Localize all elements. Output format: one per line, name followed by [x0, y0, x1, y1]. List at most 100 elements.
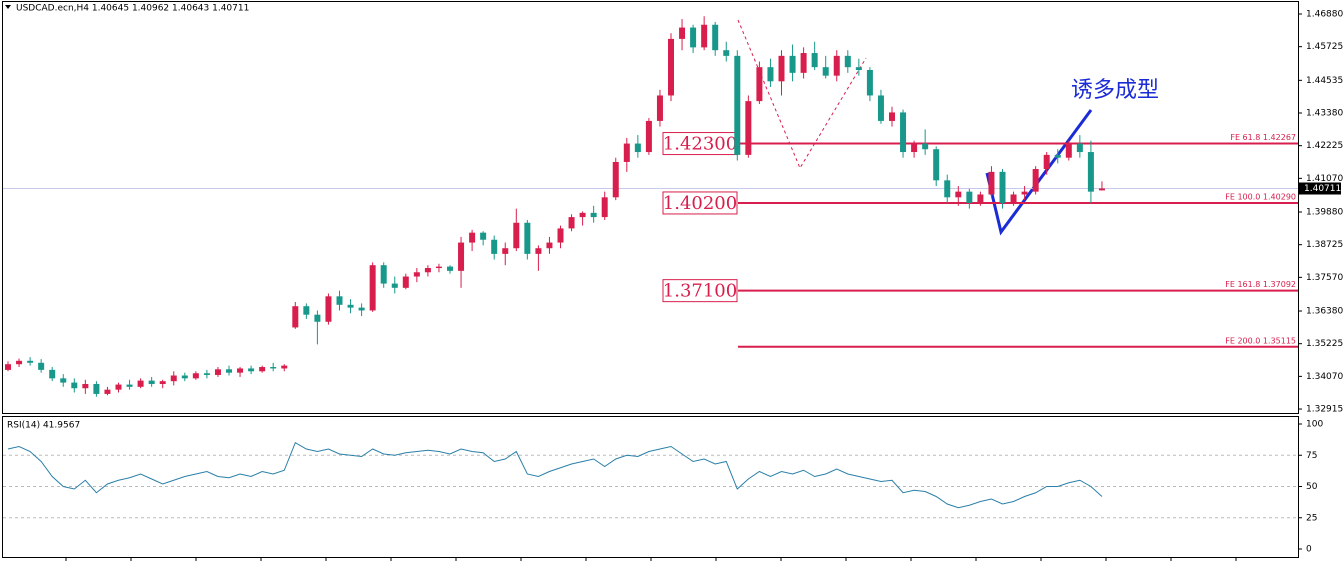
candle-body — [546, 242, 553, 249]
candle-body — [811, 53, 818, 68]
annotation: 诱多成型 — [1071, 78, 1159, 103]
candle-body — [524, 222, 531, 254]
candle-body — [292, 306, 299, 328]
candle-body — [1010, 194, 1017, 203]
candle-body — [911, 143, 918, 153]
candle-body — [358, 307, 365, 311]
candle-body — [5, 364, 11, 370]
candle-body — [82, 384, 89, 389]
y-tick-label: 1.38725 — [1306, 240, 1343, 250]
main-pane — [2, 1, 1299, 414]
candle-body — [126, 384, 133, 387]
rsi-title: RSI(14) 41.9567 — [7, 421, 80, 431]
candle-body — [877, 95, 884, 121]
candle-body — [413, 272, 420, 277]
last-price-tag — [1299, 182, 1341, 195]
candle-body — [889, 112, 895, 121]
candle-body — [248, 368, 255, 372]
level-label: 1.42300 — [663, 134, 737, 155]
level-fe-label: FE 200.0 1.35115 — [1225, 336, 1296, 345]
candle-body — [579, 212, 586, 218]
candle-body — [590, 212, 597, 218]
candle-body — [679, 27, 686, 39]
candle-body — [645, 120, 652, 153]
y-tick-label: 1.41070 — [1306, 174, 1343, 184]
candle-body — [535, 248, 542, 254]
candle-body — [391, 283, 398, 288]
candle-body — [181, 375, 188, 379]
candle-body — [866, 70, 873, 96]
candle-body — [480, 232, 487, 240]
candle-body — [203, 373, 210, 375]
y-tick-label: 1.44535 — [1306, 76, 1343, 86]
level-box — [662, 279, 738, 303]
candle-body — [767, 67, 774, 82]
candle-body — [999, 171, 1006, 203]
candle-body — [469, 232, 476, 243]
candle-body — [38, 362, 45, 370]
candle-body — [1054, 154, 1061, 158]
candle-body — [1021, 191, 1028, 195]
candle-body — [513, 222, 520, 249]
last-price-label: 1.40711 — [1304, 184, 1341, 194]
candle-body — [634, 143, 641, 153]
candle-body — [259, 367, 266, 372]
chart-title: USDCAD.ecn,H4 1.40645 1.40962 1.40643 1.… — [16, 4, 249, 14]
candle-body — [690, 27, 697, 48]
y-tick-label: 1.37570 — [1306, 273, 1343, 283]
candle-body — [502, 248, 509, 254]
level-fe-label: FE 161.8 1.37092 — [1225, 280, 1296, 289]
candle-body — [237, 368, 244, 373]
y-tick-label: 1.34070 — [1306, 372, 1343, 382]
y-tick-label: 1.39880 — [1306, 208, 1343, 218]
candle-body — [137, 380, 144, 387]
candle-body — [159, 381, 166, 385]
level-label: 1.40200 — [663, 193, 737, 214]
candle-body — [668, 38, 674, 96]
candle-body — [933, 149, 940, 181]
y-tick-label: 1.43380 — [1306, 109, 1343, 119]
candle-body — [27, 360, 34, 363]
candle-body — [93, 384, 100, 394]
level-fe-label: FE 61.8 1.42267 — [1230, 133, 1296, 142]
candle-body — [325, 296, 332, 322]
candle-body — [226, 369, 232, 373]
candle-body — [281, 365, 288, 369]
candle-body — [756, 67, 763, 102]
candle-body — [491, 239, 498, 254]
y-tick-label: 1.42225 — [1306, 141, 1343, 151]
candle-body — [148, 380, 155, 385]
candle-body — [988, 171, 995, 195]
candle-body — [656, 95, 663, 121]
candle-body — [347, 304, 354, 308]
candle-body — [380, 265, 387, 284]
candle-body — [944, 180, 951, 198]
candle-body — [104, 389, 111, 394]
candle-body — [402, 276, 409, 288]
candle-body — [16, 360, 23, 365]
y-tick-label: 1.45725 — [1306, 42, 1343, 52]
candle-body — [701, 24, 708, 48]
y-tick-label: 1.36380 — [1306, 307, 1343, 317]
candle-body — [745, 101, 752, 155]
candle-body — [424, 268, 431, 273]
candle-body — [1043, 154, 1050, 170]
candle-body — [214, 369, 221, 375]
candle-body — [49, 369, 56, 379]
candle-body — [1098, 188, 1105, 191]
candle-body — [966, 191, 973, 203]
y-tick-label: 1.46880 — [1306, 9, 1343, 19]
candle-body — [71, 382, 78, 389]
candle-body — [458, 242, 465, 271]
level-fe-label: FE 100.0 1.40290 — [1225, 192, 1296, 201]
candle-body — [557, 228, 564, 243]
candle-body — [855, 67, 862, 71]
menu-arrow — [5, 5, 11, 9]
rsi-line — [7, 442, 1103, 509]
candle-body — [568, 217, 575, 229]
candle-body — [314, 314, 321, 322]
candle-body — [822, 67, 829, 76]
candle-body — [723, 50, 730, 56]
candle-body — [601, 197, 608, 218]
